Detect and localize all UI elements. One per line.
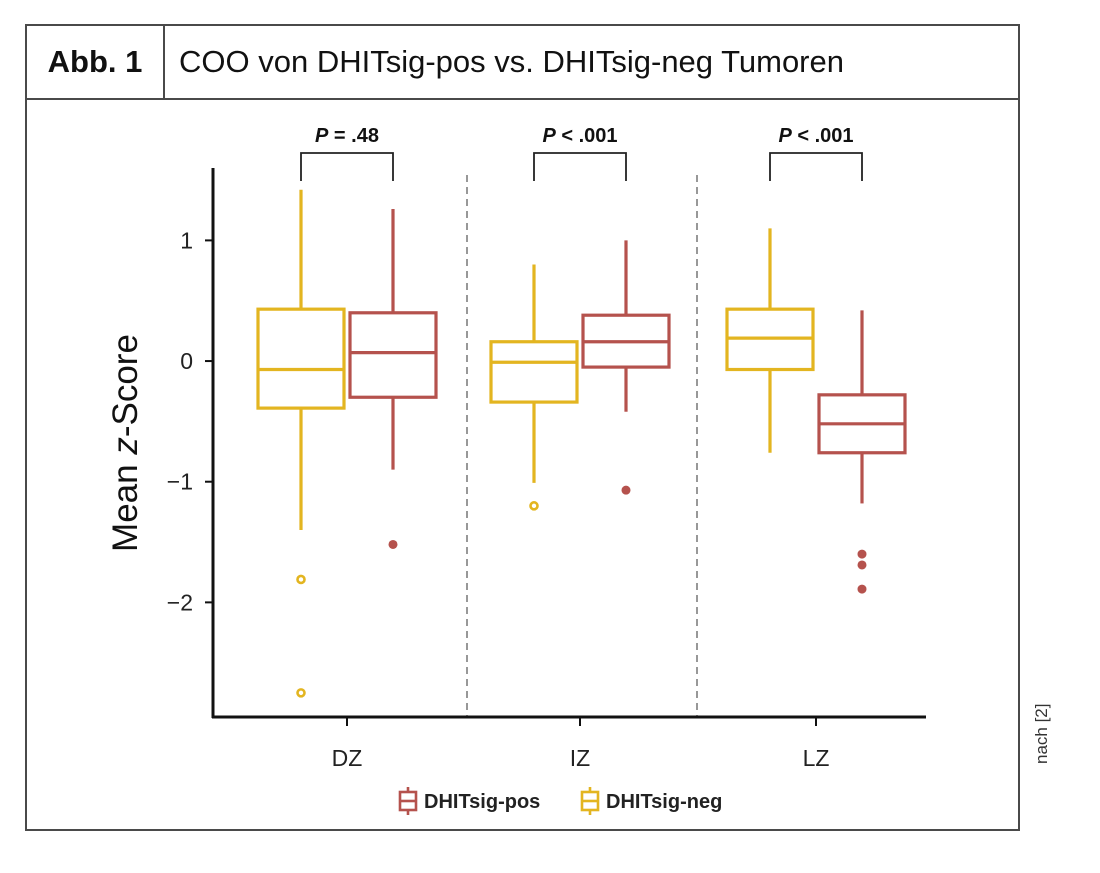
outlier-point [388,539,398,549]
x-tick-label: IZ [570,745,590,771]
box-neg-lz [725,228,815,453]
box-neg-dz [256,189,346,698]
y-tick-label: −2 [167,589,193,615]
significance-iz: P < .001 [533,125,627,181]
iqr-box [489,340,579,404]
outlier-point [529,501,539,511]
p-value-label: P < .001 [778,125,853,147]
x-tick-label: DZ [332,745,363,771]
significance-lz: P < .001 [769,125,863,181]
legend-item-neg: DHITsig-neg [580,787,722,815]
outlier-point [621,485,631,495]
iqr-box [348,311,438,399]
box-pos-lz [817,310,907,594]
iqr-box [256,307,346,410]
figure-label: Abb. 1 [27,26,165,98]
significance-bracket [300,152,394,181]
outlier-point [296,574,306,585]
outlier-point [296,688,306,698]
significance-dz: P = .48 [300,125,394,181]
significance-bracket [769,152,863,181]
legend-label: DHITsig-neg [606,791,722,813]
outlier-point [857,549,867,559]
box-pos-dz [348,209,438,549]
box-pos-iz [581,240,671,495]
y-tick-label: −1 [167,469,193,495]
outlier-point [857,560,867,570]
y-tick-label: 1 [180,227,193,253]
y-tick-label: 0 [180,348,193,374]
figure-title: COO von DHITsig-pos vs. DHITsig-neg Tumo… [179,44,844,79]
x-tick-label: LZ [803,745,830,771]
y-axis-label: Mean z-Score [106,334,145,552]
p-value-label: P < .001 [542,125,617,147]
p-value-label: P = .48 [315,125,379,147]
legend: DHITsig-pos DHITsig-neg [398,787,722,815]
source-note: nach [2] [1032,703,1051,765]
legend-label: DHITsig-pos [424,791,540,813]
legend-item-pos: DHITsig-pos [398,787,540,815]
significance-bracket [533,152,627,181]
box-neg-iz [489,264,579,511]
outlier-point [857,584,867,594]
figure-header: Abb. 1 COO von DHITsig-pos vs. DHITsig-n… [27,26,1018,100]
